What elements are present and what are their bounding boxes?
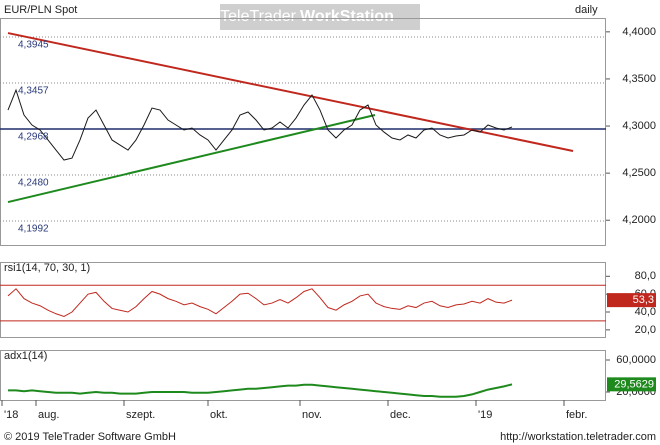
x-tick-label: dec.	[390, 409, 411, 421]
panel	[0, 262, 606, 338]
level-label: 4,2480	[18, 178, 49, 189]
plot-area	[8, 383, 513, 398]
y-tick-label: 4,4000	[622, 26, 656, 38]
plot-area	[7, 288, 513, 318]
y-tick-label: 4,3000	[622, 120, 656, 132]
last-value-box	[607, 293, 656, 308]
level-label: 4,3457	[18, 86, 49, 97]
y-tick-label: 40,0	[635, 306, 656, 318]
y-tick-label: 4,3500	[622, 73, 656, 85]
x-tick-label: '18	[4, 409, 18, 421]
url: http://workstation.teletrader.com	[500, 431, 656, 443]
x-tick-label: '19	[478, 409, 492, 421]
trendline	[7, 114, 376, 204]
watermark-box	[220, 4, 420, 30]
x-tick-label: aug.	[38, 409, 59, 421]
y-tick-label: 4,2500	[622, 167, 656, 179]
watermark: TeleTrader	[220, 8, 297, 25]
x-tick-label: febr.	[566, 409, 587, 421]
series-line	[7, 288, 513, 318]
y-tick-label: 80,0	[635, 270, 656, 282]
period: daily	[575, 4, 598, 16]
panel-title: adx1(14)	[4, 350, 47, 362]
level-label: 4,1992	[18, 224, 49, 235]
watermark: WorkStation	[300, 8, 394, 25]
copyright: © 2019 TeleTrader Software GmbH	[4, 431, 176, 443]
x-tick-label: szept.	[126, 409, 155, 421]
y-tick-label: 20,0	[635, 324, 656, 336]
x-tick-label: okt.	[210, 409, 228, 421]
level-label: 4,3945	[18, 40, 49, 51]
y-tick-label: 4,2000	[622, 214, 656, 226]
y-tick-label: 60,0000	[616, 354, 656, 366]
series-line	[8, 383, 513, 398]
level-label: 4,2968	[18, 132, 49, 143]
x-tick-label: nov.	[302, 409, 322, 421]
series-line	[7, 88, 513, 161]
last-value-label: 29,5629	[614, 378, 654, 390]
last-value-label: 53,3	[633, 294, 654, 306]
panel	[0, 350, 606, 401]
chart-title: EUR/PLN Spot	[4, 4, 77, 16]
panel-title: rsi1(14, 70, 30, 1)	[4, 262, 90, 274]
last-value-box	[607, 377, 656, 392]
panel	[0, 18, 606, 246]
plot-area	[0, 32, 606, 222]
